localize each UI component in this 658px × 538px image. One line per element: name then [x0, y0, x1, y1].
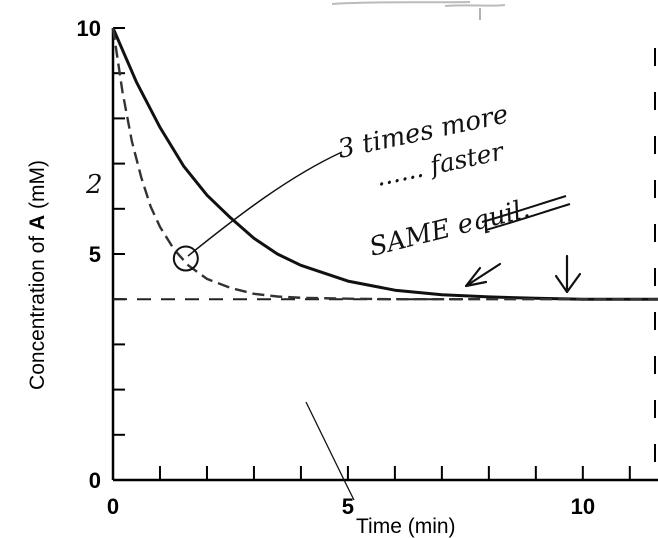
scan-artifact	[331, 1, 506, 7]
y-axis-label-prefix: Concentration of	[26, 230, 49, 390]
highlight-circle	[172, 245, 199, 272]
underline-1	[481, 195, 567, 223]
note-line-3: SAME equil.	[366, 194, 533, 263]
pointer-line	[187, 151, 343, 257]
x-tick-label: 5	[342, 494, 354, 519]
data-series	[111, 27, 658, 301]
pen-stroke-to-axis-label	[305, 401, 355, 501]
margin-digit: 2	[85, 170, 103, 200]
series-1-line	[111, 27, 658, 301]
y-tick-label: 5	[89, 242, 101, 267]
arrow-to-dashed-curve	[464, 262, 502, 288]
axis-tick-labels: 0 5 10 0 5 10	[77, 16, 596, 519]
underline-2	[485, 203, 571, 231]
y-axis-label-suffix: (mM)	[26, 160, 49, 215]
y-tick-label: 10	[77, 16, 101, 41]
arrow-down-equilibrium	[554, 254, 582, 294]
x-tick-label: 0	[107, 494, 119, 519]
series-2-line	[111, 27, 658, 301]
x-axis-label: Time (min)	[356, 515, 456, 538]
y-tick-label: 0	[89, 468, 101, 493]
x-tick-label: 10	[571, 494, 595, 519]
y-axis-label-bold: A	[26, 215, 49, 230]
y-axis-label: Concentration of A (mM)	[26, 160, 49, 390]
